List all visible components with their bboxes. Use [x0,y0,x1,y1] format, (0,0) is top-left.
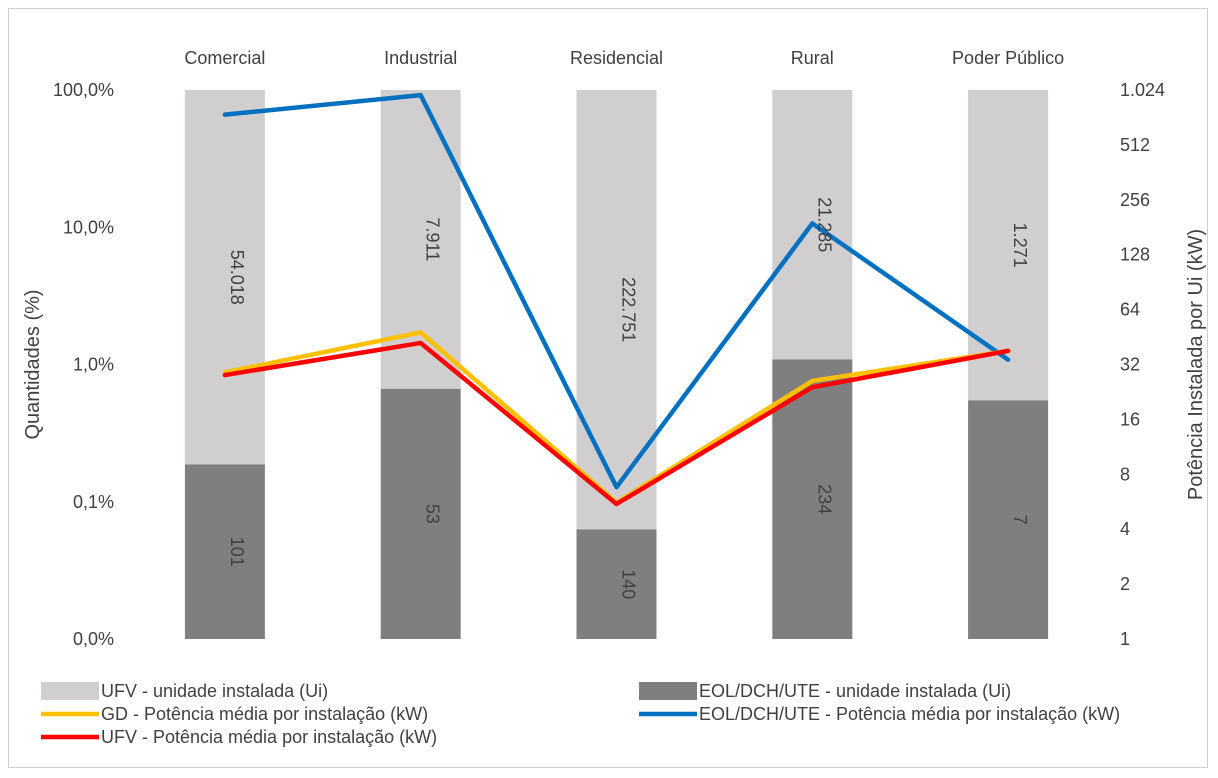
chart-frame: Comercial Industrial Residencial Rural Poder… [8,8,1208,768]
category-label: Comercial [184,48,265,68]
y-right-tick-label: 256 [1120,190,1150,210]
line-series-1 [222,92,1011,490]
y-right-tick-label: 8 [1120,464,1130,484]
bar-label-ufv: 1.271 [1010,223,1030,268]
chart-svg: Comercial Industrial Residencial Rural Poder… [22,48,1207,747]
category-label: Rural [791,48,834,68]
bar-label-eol: 7 [1010,515,1030,525]
bar-ufv-4 [968,90,1049,401]
category-label: Poder Público [952,48,1064,68]
line-series-2 [222,340,1011,507]
legend-swatch-1 [639,682,697,700]
bar-label-eol: 234 [814,484,834,514]
legend-label-0: UFV - unidade instalada (Ui) [101,681,328,701]
category-label: Industrial [384,48,457,68]
legend-label-1: EOL/DCH/UTE - unidade instalada (Ui) [699,681,1011,701]
y-right-tick-label: 1.024 [1120,80,1165,100]
legend-label-2: GD - Potência média por instalação (kW) [101,704,428,724]
y-right-tick-label: 2 [1120,574,1130,594]
bar-label-ufv: 222.751 [619,277,639,342]
y-left-axis-title: Quantidades (%) [22,289,44,439]
bar-label-ufv: 21.285 [814,197,834,252]
y-right-tick-label: 64 [1120,300,1140,320]
bar-label-eol: 140 [619,569,639,599]
y-right-axis-title: Potência Instalada por Ui (kW) [1185,229,1207,500]
bar-label-eol: 101 [227,537,247,567]
y-left-tick-label: 100,0% [53,80,114,100]
y-right-tick-label: 4 [1120,519,1130,539]
y-left-tick-label: 1,0% [73,355,114,375]
bar-eol-2 [576,529,657,639]
legend-label-3: EOL/DCH/UTE - Potência média por instala… [699,704,1120,724]
bar-ufv-2 [576,90,657,530]
category-label: Residencial [570,48,663,68]
y-right-tick-label: 1 [1120,629,1130,649]
legend-label-4: UFV - Potência média por instalação (kW) [101,727,437,747]
bar-eol-0 [184,464,265,639]
y-right-tick-label: 16 [1120,409,1140,429]
y-right-tick-label: 512 [1120,135,1150,155]
bar-label-eol: 53 [423,504,443,524]
y-left-tick-label: 0,1% [73,492,114,512]
bar-eol-1 [380,388,461,639]
bar-label-ufv: 54.018 [227,250,247,305]
legend-swatch-0 [41,682,99,700]
bar-eol-4 [968,400,1049,639]
bar-eol-3 [772,359,853,639]
y-right-tick-label: 128 [1120,245,1150,265]
bar-label-ufv: 7.911 [423,218,443,262]
y-right-tick-label: 32 [1120,355,1140,375]
bar-ufv-0 [184,90,265,465]
y-left-tick-label: 10,0% [63,217,114,237]
y-left-tick-label: 0,0% [73,629,114,649]
